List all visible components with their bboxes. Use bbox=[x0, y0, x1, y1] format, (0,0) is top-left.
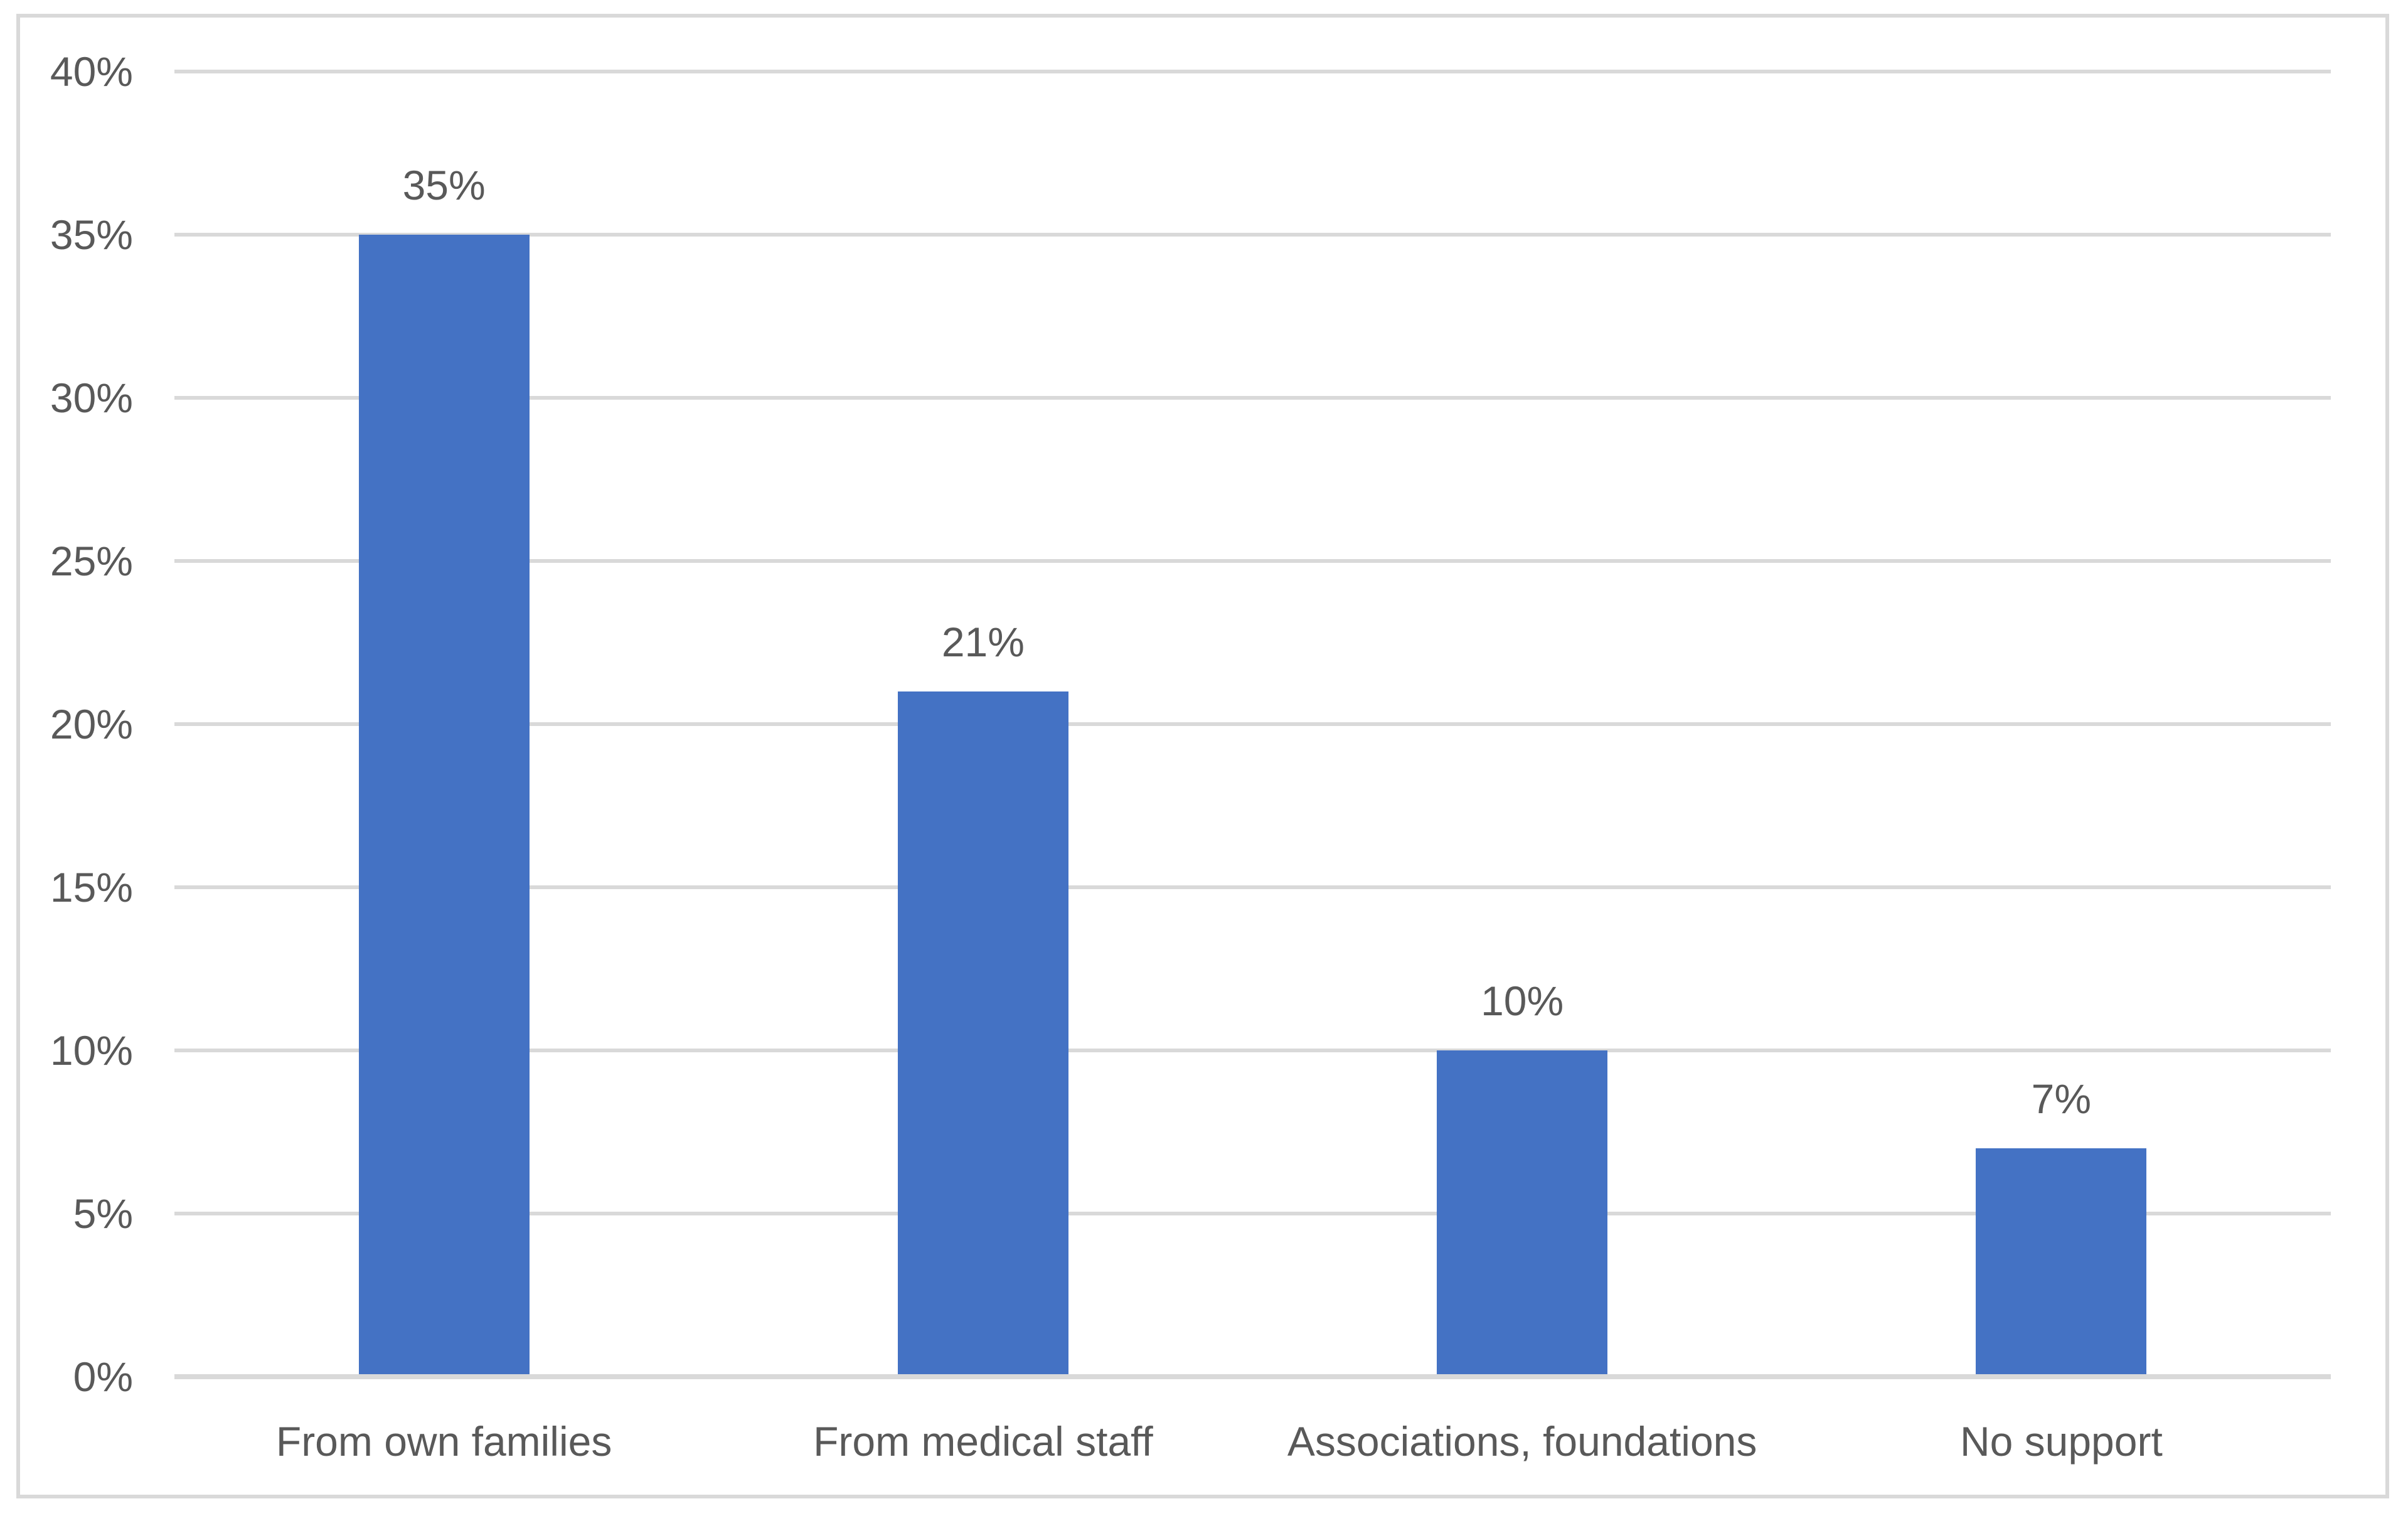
gridline bbox=[174, 722, 2331, 726]
x-category-label: From own families bbox=[275, 1418, 612, 1465]
gridline bbox=[174, 559, 2331, 563]
bar bbox=[358, 235, 530, 1374]
x-category-label: No support bbox=[1959, 1418, 2163, 1465]
y-tick-label: 15% bbox=[50, 864, 133, 910]
gridline bbox=[174, 233, 2331, 237]
gridline bbox=[174, 885, 2331, 889]
chart-frame bbox=[16, 14, 2389, 1498]
bar-value-label: 10% bbox=[1481, 978, 1564, 1024]
y-tick-label: 10% bbox=[50, 1027, 133, 1074]
gridline bbox=[174, 1212, 2331, 1215]
bar bbox=[897, 691, 1068, 1374]
y-tick-label: 0% bbox=[73, 1353, 133, 1400]
bar bbox=[1437, 1050, 1608, 1374]
gridline bbox=[174, 70, 2331, 73]
y-tick-label: 30% bbox=[50, 375, 133, 421]
bar-value-label: 35% bbox=[402, 162, 486, 208]
bar-value-label: 21% bbox=[941, 619, 1025, 665]
bar bbox=[1976, 1148, 2147, 1374]
y-tick-label: 20% bbox=[50, 701, 133, 747]
x-category-label: Associations, foundations bbox=[1287, 1418, 1757, 1465]
bar-value-label: 7% bbox=[2031, 1076, 2092, 1122]
x-axis-line bbox=[174, 1374, 2331, 1379]
y-tick-label: 35% bbox=[50, 211, 133, 258]
gridline bbox=[174, 396, 2331, 400]
y-tick-label: 25% bbox=[50, 538, 133, 584]
y-tick-label: 40% bbox=[50, 48, 133, 95]
x-category-label: From medical staff bbox=[813, 1418, 1153, 1465]
gridline bbox=[174, 1049, 2331, 1052]
y-tick-label: 5% bbox=[73, 1190, 133, 1237]
